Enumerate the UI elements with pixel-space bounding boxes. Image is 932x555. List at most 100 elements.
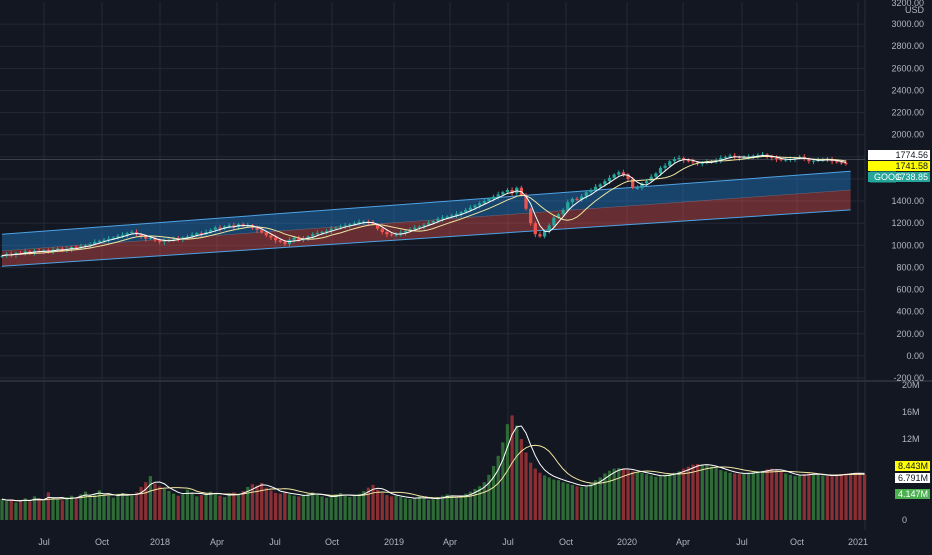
volume-axis-labels: 20M16M12M8M4M0 xyxy=(902,380,920,525)
volume-bar xyxy=(301,495,306,520)
volume-bar xyxy=(14,502,18,520)
price-tick-label: 200.00 xyxy=(896,329,924,339)
candle-body xyxy=(148,238,153,240)
volume-bar xyxy=(496,455,500,520)
candle-body xyxy=(385,232,389,235)
candle-body xyxy=(677,157,681,160)
volume-bar xyxy=(802,474,806,520)
volume-bar xyxy=(352,495,357,520)
candle-body xyxy=(60,248,64,251)
channel-mid-line xyxy=(1,189,851,252)
candle-body xyxy=(561,209,565,215)
volume-bars xyxy=(0,415,867,520)
volume-bar xyxy=(297,496,301,520)
volume-bar xyxy=(793,476,797,520)
volume-bar xyxy=(107,495,111,520)
price-tick-label: 2200.00 xyxy=(891,108,924,118)
candle-body xyxy=(195,233,199,235)
volume-bar xyxy=(816,474,820,520)
candle-body xyxy=(454,213,459,216)
volume-bar xyxy=(723,471,728,520)
price-tick-label: 2600.00 xyxy=(891,63,924,73)
volume-bar xyxy=(561,482,565,520)
volume-bar xyxy=(167,490,171,520)
candle-body xyxy=(88,244,92,246)
candle-body xyxy=(362,221,366,223)
time-tick-label: Oct xyxy=(559,537,574,547)
volume-bar xyxy=(28,501,32,520)
price-ma-fast xyxy=(1,155,847,257)
volume-bar xyxy=(542,475,547,520)
candle-body xyxy=(811,160,816,162)
candle-body xyxy=(241,224,245,226)
volume-bar xyxy=(380,493,384,520)
volume-bar xyxy=(501,442,505,520)
volume-badge-bg xyxy=(895,473,930,483)
time-tick-label: Jul xyxy=(38,537,50,547)
volume-bar xyxy=(51,497,55,520)
candle-body xyxy=(844,162,848,164)
volume-bar xyxy=(357,493,361,520)
volume-bar xyxy=(737,474,741,520)
candle-body xyxy=(672,159,677,162)
price-tick-label: 1400.00 xyxy=(891,196,924,206)
volume-bar xyxy=(153,483,157,520)
volume-bar xyxy=(788,474,792,520)
candle-body xyxy=(334,227,338,229)
candle-body xyxy=(130,232,134,234)
volume-bar xyxy=(241,490,245,520)
candle-body xyxy=(552,217,556,226)
candle-body xyxy=(700,162,704,164)
price-badge-bg xyxy=(868,172,930,182)
volume-bar xyxy=(255,485,259,520)
candle-body xyxy=(839,162,843,164)
candle-body xyxy=(329,228,333,231)
volume-bar xyxy=(116,493,120,520)
candle-body xyxy=(487,198,491,202)
volume-bar xyxy=(394,495,398,520)
price-tick-label: -200.00 xyxy=(893,373,924,383)
candle-body xyxy=(663,165,667,168)
volume-bar xyxy=(593,480,598,520)
volume-bar xyxy=(672,472,677,520)
volume-bar xyxy=(478,486,482,520)
candle-body xyxy=(399,232,403,235)
volume-bar xyxy=(283,491,287,520)
time-axis-labels: Jul Oct 2018 Apr Jul Oct 2019 Apr Jul Oct 2020 Apr J… xyxy=(38,537,868,547)
price-tick-label: 2400.00 xyxy=(891,85,924,95)
time-tick-label: Jul xyxy=(502,537,514,547)
volume-bar xyxy=(362,490,366,520)
volume-bar xyxy=(510,415,514,520)
candle-body xyxy=(144,236,148,239)
candle-body xyxy=(445,216,449,218)
candle-body xyxy=(575,198,579,200)
price-badge-value: 1741.58 xyxy=(895,161,928,171)
volume-bar xyxy=(784,473,788,520)
volume-bar xyxy=(635,472,639,520)
volume-bar xyxy=(849,473,853,520)
candle-body xyxy=(222,226,227,229)
candle-body xyxy=(209,229,213,233)
volume-bar xyxy=(821,475,825,520)
candle-body xyxy=(779,159,783,161)
candle-body xyxy=(607,177,612,182)
volume-bar xyxy=(607,470,612,520)
candle-body xyxy=(529,208,533,224)
volume-bar xyxy=(779,471,783,520)
candle-body xyxy=(315,233,319,235)
candle-body xyxy=(793,157,797,160)
volume-bar xyxy=(589,483,593,520)
volume-bar xyxy=(278,493,282,520)
volume-bar xyxy=(236,495,241,520)
candle-body xyxy=(273,237,278,241)
candle-body xyxy=(751,155,755,157)
candle-body xyxy=(311,234,315,237)
volume-bar xyxy=(366,487,370,520)
volume-bar xyxy=(835,474,839,520)
candle-body xyxy=(371,222,375,225)
volume-bar xyxy=(195,496,199,520)
candle-body xyxy=(422,224,426,227)
volume-tick-label: 0 xyxy=(902,515,907,525)
candle-body xyxy=(162,240,166,242)
